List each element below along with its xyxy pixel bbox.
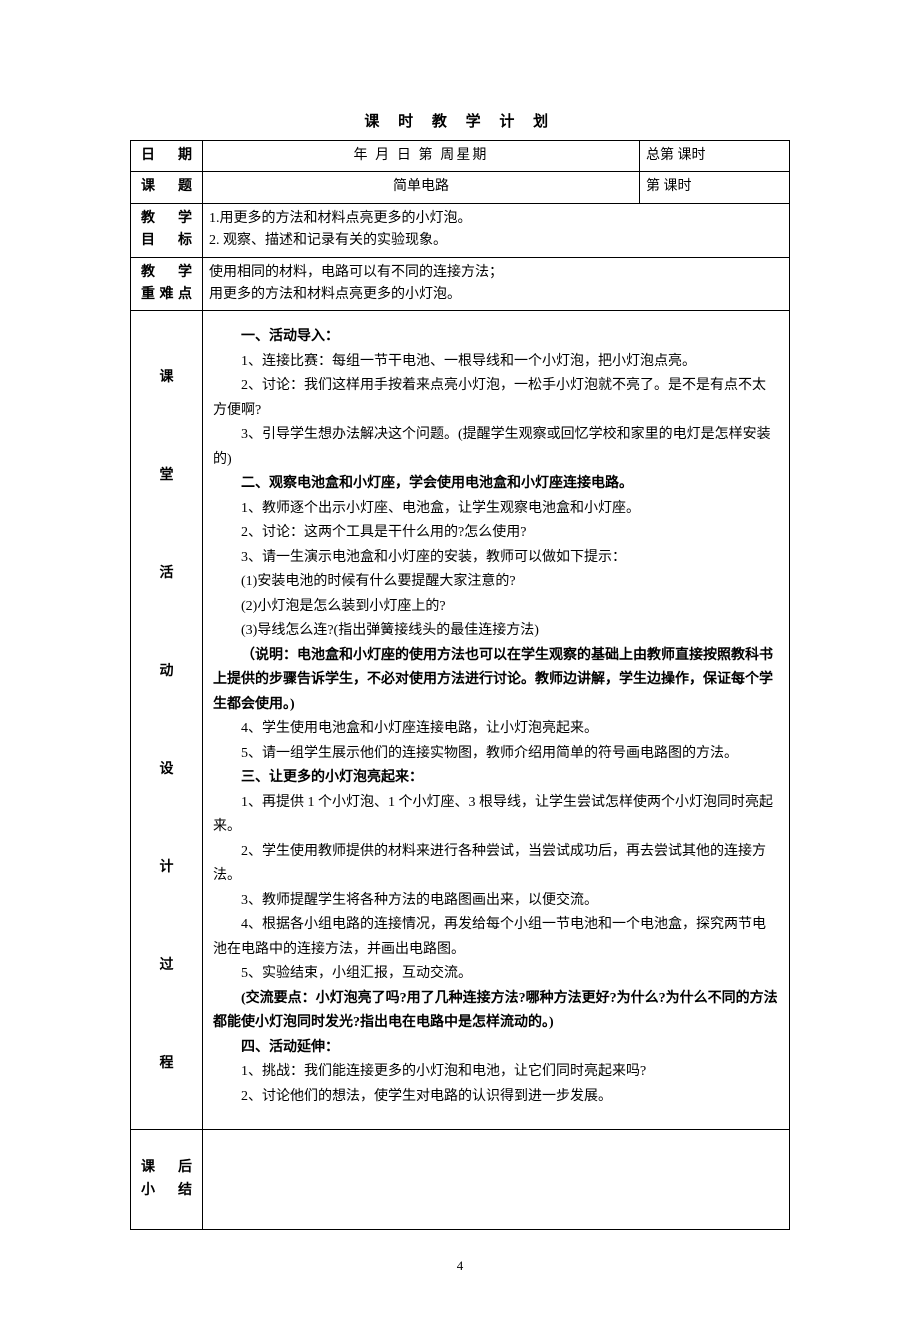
s2-p4: 4、学生使用电池盒和小灯座连接电路，让小灯泡亮起来。 xyxy=(213,717,779,742)
section2-title: 二、观察电池盒和小灯座，学会使用电池盒和小灯座连接电路。 xyxy=(213,472,779,497)
process-content: 一、活动导入： 1、连接比赛：每组一节干电池、一根导线和一个小灯泡，把小灯泡点亮… xyxy=(203,311,790,1130)
topic-label: 课 题 xyxy=(131,172,203,203)
row-objective: 教 学 目 标 1.用更多的方法和材料点亮更多的小灯泡。 2. 观察、描述和记录… xyxy=(131,203,790,257)
s1-p3: 3、引导学生想办法解决这个问题。(提醒学生观察或回忆学校和家里的电灯是怎样安装的… xyxy=(213,423,779,472)
row-keypoint: 教 学 重难点 使用相同的材料，电路可以有不同的连接方法； 用更多的方法和材料点… xyxy=(131,257,790,311)
section3-title: 三、让更多的小灯泡亮起来： xyxy=(213,766,779,791)
objective-line2: 2. 观察、描述和记录有关的实验现象。 xyxy=(209,230,783,252)
keypoint-label-l2: 重难点 xyxy=(141,284,192,306)
s2-p2: 2、讨论：这两个工具是干什么用的?怎么使用? xyxy=(213,521,779,546)
s2-note: （说明：电池盒和小灯座的使用方法也可以在学生观察的基础上由教师直接按照教科书上提… xyxy=(213,644,779,718)
row-summary: 课 后 小 结 xyxy=(131,1130,790,1230)
keypoint-cell: 使用相同的材料，电路可以有不同的连接方法； 用更多的方法和材料点亮更多的小灯泡。 xyxy=(203,257,790,311)
s3-note: (交流要点：小灯泡亮了吗?用了几种连接方法?哪种方法更好?为什么?为什么不同的方… xyxy=(213,987,779,1036)
s2-p3: 3、请一生演示电池盒和小灯座的安装，教师可以做如下提示： xyxy=(213,546,779,571)
row-date: 日 期 年 月 日 第 周星期 总第 课时 xyxy=(131,141,790,172)
section4-title: 四、活动延伸： xyxy=(213,1036,779,1061)
summary-label-l2: 小 结 xyxy=(141,1180,192,1202)
process-label: 课堂活动设计过程 xyxy=(131,311,203,1130)
topic-value: 简单电路 xyxy=(203,172,640,203)
s2-p3c: (3)导线怎么连?(指出弹簧接线头的最佳连接方法) xyxy=(213,619,779,644)
s2-p1: 1、教师逐个出示小灯座、电池盒，让学生观察电池盒和小灯座。 xyxy=(213,497,779,522)
s4-p2: 2、讨论他们的想法，使学生对电路的认识得到进一步发展。 xyxy=(213,1085,779,1110)
s3-p1: 1、再提供 1 个小灯泡、1 个小灯座、3 根导线，让学生尝试怎样使两个小灯泡同… xyxy=(213,791,779,840)
s1-p2: 2、讨论：我们这样用手按着来点亮小灯泡，一松手小灯泡就不亮了。是不是有点不太方便… xyxy=(213,374,779,423)
s2-p3b: (2)小灯泡是怎么装到小灯座上的? xyxy=(213,595,779,620)
lesson-plan-table: 日 期 年 月 日 第 周星期 总第 课时 课 题 简单电路 第 课时 教 学 … xyxy=(130,140,790,1230)
page-number: 4 xyxy=(130,1256,790,1277)
s3-p3: 3、教师提醒学生将各种方法的电路图画出来，以便交流。 xyxy=(213,889,779,914)
row-topic: 课 题 简单电路 第 课时 xyxy=(131,172,790,203)
date-value: 年 月 日 第 周星期 xyxy=(203,141,640,172)
row-process: 课堂活动设计过程 一、活动导入： 1、连接比赛：每组一节干电池、一根导线和一个小… xyxy=(131,311,790,1130)
objective-line1: 1.用更多的方法和材料点亮更多的小灯泡。 xyxy=(209,208,783,230)
total-period: 总第 课时 xyxy=(640,141,790,172)
objective-cell: 1.用更多的方法和材料点亮更多的小灯泡。 2. 观察、描述和记录有关的实验现象。 xyxy=(203,203,790,257)
keypoint-label-l1: 教 学 xyxy=(141,262,192,284)
s1-p1: 1、连接比赛：每组一节干电池、一根导线和一个小灯泡，把小灯泡点亮。 xyxy=(213,350,779,375)
summary-label-l1: 课 后 xyxy=(141,1157,192,1179)
s3-p5: 5、实验结束，小组汇报，互动交流。 xyxy=(213,962,779,987)
summary-cell xyxy=(203,1130,790,1230)
date-label: 日 期 xyxy=(131,141,203,172)
keypoint-line2: 用更多的方法和材料点亮更多的小灯泡。 xyxy=(209,284,783,306)
s3-p2: 2、学生使用教师提供的材料来进行各种尝试，当尝试成功后，再去尝试其他的连接方法。 xyxy=(213,840,779,889)
s3-p4: 4、根据各小组电路的连接情况，再发给每个小组一节电池和一个电池盒，探究两节电池在… xyxy=(213,913,779,962)
summary-label: 课 后 小 结 xyxy=(131,1130,203,1230)
objective-label-l1: 教 学 xyxy=(141,208,192,230)
objective-label: 教 学 目 标 xyxy=(131,203,203,257)
keypoint-line1: 使用相同的材料，电路可以有不同的连接方法； xyxy=(209,262,783,284)
s2-p3a: (1)安装电池的时候有什么要提醒大家注意的? xyxy=(213,570,779,595)
s4-p1: 1、挑战：我们能连接更多的小灯泡和电池，让它们同时亮起来吗? xyxy=(213,1060,779,1085)
s2-p5: 5、请一组学生展示他们的连接实物图，教师介绍用简单的符号画电路图的方法。 xyxy=(213,742,779,767)
period-value: 第 课时 xyxy=(640,172,790,203)
keypoint-label: 教 学 重难点 xyxy=(131,257,203,311)
objective-label-l2: 目 标 xyxy=(141,230,192,252)
page-title: 课 时 教 学 计 划 xyxy=(130,110,790,134)
section1-title: 一、活动导入： xyxy=(213,325,779,350)
